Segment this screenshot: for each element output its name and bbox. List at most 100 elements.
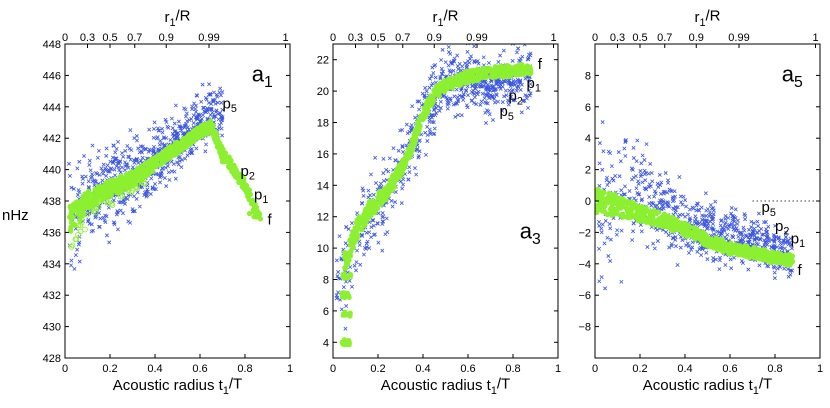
x-tick-label: 0.2 — [632, 363, 647, 375]
blue-cross-point — [339, 307, 344, 312]
green-circle-point — [116, 178, 122, 184]
blue-cross-point — [369, 172, 374, 177]
blue-cross-point — [163, 165, 168, 170]
blue-cross-point — [200, 113, 205, 118]
blue-cross-point — [707, 210, 712, 215]
green-circle-point — [466, 75, 472, 82]
blue-cross-point — [149, 176, 154, 181]
blue-cross-point — [409, 123, 414, 128]
blue-cross-point — [429, 83, 434, 88]
blue-cross-point — [623, 153, 628, 158]
blue-cross-point — [631, 145, 636, 150]
blue-cross-point — [656, 185, 661, 189]
blue-cross-point — [605, 183, 610, 188]
top-axis-label-main: r — [694, 9, 699, 26]
blue-cross-point — [112, 222, 117, 227]
blue-cross-point — [409, 126, 414, 131]
blue-cross-point — [619, 188, 624, 193]
blue-cross-point — [453, 101, 458, 106]
x-axis-label-main: Acoustic radius t — [643, 377, 754, 394]
blue-cross-point — [464, 88, 469, 93]
green-circle-point — [509, 69, 515, 75]
green-circle-point — [253, 204, 260, 211]
blue-cross-point — [443, 60, 448, 65]
blue-cross-point — [671, 236, 676, 241]
blue-cross-point — [77, 159, 82, 164]
green-hollow-point — [141, 180, 148, 187]
blue-cross-point — [184, 111, 189, 116]
blue-cross-point — [422, 93, 427, 98]
blue-cross-point — [203, 149, 208, 154]
y-tick-label: 16 — [317, 149, 329, 161]
blue-cross-point — [140, 155, 145, 160]
green-circle-point — [183, 134, 190, 140]
top-tick-label: 0 — [62, 32, 68, 44]
green-circle-point — [516, 67, 522, 73]
blue-cross-point — [213, 101, 218, 106]
blue-cross-point — [217, 111, 222, 116]
blue-cross-point — [406, 177, 411, 182]
blue-cross-point — [182, 106, 187, 111]
green-circle-point — [596, 202, 603, 208]
blue-cross-point — [169, 116, 174, 121]
blue-cross-point — [490, 95, 495, 100]
blue-cross-point — [501, 48, 506, 53]
blue-cross-point — [494, 92, 499, 97]
blue-cross-point — [214, 92, 219, 97]
mode-label-main: p — [500, 103, 508, 120]
blue-cross-point — [711, 227, 716, 232]
blue-cross-point — [417, 107, 422, 112]
x-axis-label: Acoustic radius t1/T — [113, 376, 242, 397]
top-tick-label: 0.9 — [159, 32, 174, 44]
blue-cross-point — [80, 176, 85, 181]
blue-cross-point — [442, 93, 447, 98]
green-circle-point — [509, 65, 515, 71]
blue-cross-point — [498, 53, 503, 58]
blue-cross-point — [446, 63, 451, 68]
blue-cross-point — [505, 98, 510, 103]
green-circle-point — [359, 227, 365, 233]
blue-cross-point — [432, 126, 437, 131]
blue-cross-point — [758, 236, 763, 241]
blue-cross-point — [193, 103, 198, 108]
blue-cross-point — [173, 176, 178, 181]
blue-cross-point — [597, 223, 602, 228]
blue-cross-point — [87, 158, 92, 163]
blue-cross-point — [750, 231, 755, 236]
blue-cross-point — [486, 60, 491, 65]
blue-cross-point — [649, 170, 654, 175]
blue-cross-point — [153, 181, 157, 186]
x-tick-label: 0.8 — [767, 363, 782, 375]
blue-cross-point — [161, 136, 166, 141]
blue-cross-point — [152, 120, 157, 125]
blue-cross-point — [433, 75, 438, 80]
blue-cross-point — [490, 84, 495, 89]
green-hollow-point — [133, 185, 140, 192]
blue-cross-point — [646, 171, 651, 176]
blue-cross-point — [764, 230, 769, 235]
blue-cross-point — [185, 119, 190, 123]
blue-cross-point — [431, 113, 436, 118]
blue-cross-point — [739, 230, 744, 235]
green-circle-point — [615, 204, 621, 210]
blue-cross-point — [104, 173, 109, 178]
blue-cross-point — [69, 258, 74, 263]
blue-cross-point — [123, 201, 128, 206]
blue-cross-point — [444, 95, 449, 100]
blue-cross-point — [631, 229, 636, 234]
y-tick-label: 434 — [43, 259, 61, 271]
blue-cross-point — [707, 214, 712, 219]
blue-cross-point — [112, 159, 117, 164]
green-circle-point — [138, 164, 144, 170]
blue-cross-point — [693, 214, 698, 219]
blue-cross-point — [711, 206, 716, 211]
y-tick-label: 14 — [317, 180, 329, 192]
blue-cross-point — [677, 174, 682, 179]
green-hollow-point — [117, 193, 124, 200]
blue-cross-point — [474, 90, 479, 95]
blue-cross-point — [705, 225, 710, 230]
y-tick-label: 444 — [43, 102, 61, 114]
blue-cross-point — [638, 174, 643, 179]
blue-cross-point — [109, 166, 114, 171]
blue-cross-point — [623, 138, 628, 143]
